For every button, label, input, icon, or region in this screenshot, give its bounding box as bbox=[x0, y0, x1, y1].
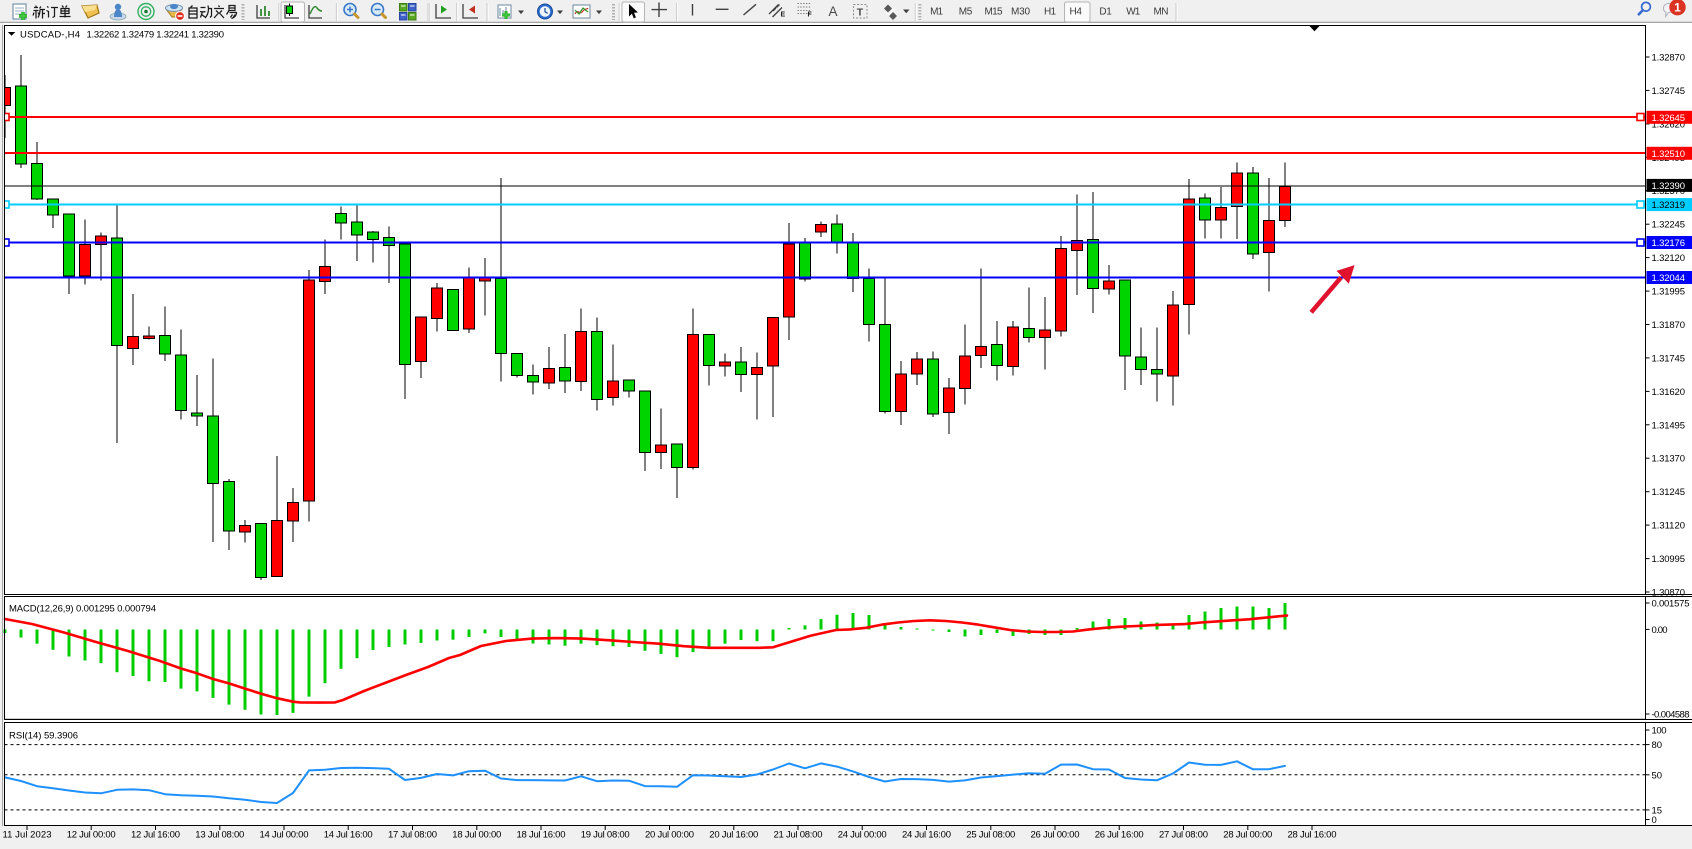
svg-text:1.32245: 1.32245 bbox=[1652, 220, 1686, 231]
svg-text:1.32620: 1.32620 bbox=[1652, 119, 1686, 130]
svg-text:M30: M30 bbox=[1011, 7, 1030, 18]
svg-text:H4: H4 bbox=[1069, 7, 1082, 18]
svg-text:26 Jul 16:00: 26 Jul 16:00 bbox=[1095, 830, 1144, 841]
svg-text:1.31120: 1.31120 bbox=[1652, 521, 1686, 532]
svg-text:14 Jul 00:00: 14 Jul 00:00 bbox=[260, 830, 309, 841]
svg-text:28 Jul 00:00: 28 Jul 00:00 bbox=[1223, 830, 1272, 841]
svg-text:1.30870: 1.30870 bbox=[1652, 588, 1686, 599]
svg-text:1.30995: 1.30995 bbox=[1652, 554, 1686, 565]
svg-text:1.31745: 1.31745 bbox=[1652, 353, 1686, 364]
svg-text:D1: D1 bbox=[1099, 7, 1112, 18]
svg-text:24 Jul 16:00: 24 Jul 16:00 bbox=[902, 830, 951, 841]
svg-text:1.31995: 1.31995 bbox=[1652, 287, 1686, 298]
svg-text:1.31870: 1.31870 bbox=[1652, 320, 1686, 331]
svg-text:1.32510: 1.32510 bbox=[1652, 149, 1686, 160]
svg-text:1.32262 1.32479 1.32241 1.3239: 1.32262 1.32479 1.32241 1.32390 bbox=[87, 30, 225, 41]
svg-text:18 Jul 16:00: 18 Jul 16:00 bbox=[517, 830, 566, 841]
svg-text:M5: M5 bbox=[959, 7, 973, 18]
svg-text:100: 100 bbox=[1652, 726, 1667, 737]
svg-text:1.32390: 1.32390 bbox=[1652, 181, 1686, 192]
svg-text:1.31495: 1.31495 bbox=[1652, 420, 1686, 431]
svg-text:1.31620: 1.31620 bbox=[1652, 387, 1686, 398]
svg-text:1.32645: 1.32645 bbox=[1652, 113, 1686, 124]
svg-text:0: 0 bbox=[1652, 815, 1657, 826]
svg-text:20 Jul 00:00: 20 Jul 00:00 bbox=[645, 830, 694, 841]
svg-text:18 Jul 00:00: 18 Jul 00:00 bbox=[452, 830, 501, 841]
svg-text:25 Jul 08:00: 25 Jul 08:00 bbox=[966, 830, 1015, 841]
svg-text:M15: M15 bbox=[985, 7, 1003, 18]
svg-text:1.32044: 1.32044 bbox=[1652, 273, 1686, 284]
svg-text:0.00: 0.00 bbox=[1652, 625, 1668, 636]
svg-text:1.32319: 1.32319 bbox=[1652, 200, 1686, 211]
svg-text:12 Jul 00:00: 12 Jul 00:00 bbox=[67, 830, 116, 841]
svg-text:MN: MN bbox=[1154, 7, 1169, 18]
svg-text:F: F bbox=[808, 12, 813, 19]
svg-text:24 Jul 00:00: 24 Jul 00:00 bbox=[838, 830, 887, 841]
svg-text:T: T bbox=[857, 7, 864, 19]
svg-text:1.31245: 1.31245 bbox=[1652, 487, 1686, 498]
svg-text:-0.004588: -0.004588 bbox=[1652, 710, 1690, 721]
svg-text:0.001575: 0.001575 bbox=[1652, 599, 1690, 610]
svg-text:14 Jul 16:00: 14 Jul 16:00 bbox=[324, 830, 373, 841]
svg-text:RSI(14) 59.3906: RSI(14) 59.3906 bbox=[9, 731, 78, 742]
svg-text:12 Jul 16:00: 12 Jul 16:00 bbox=[131, 830, 180, 841]
svg-text:50: 50 bbox=[1652, 770, 1663, 781]
svg-text:28 Jul 16:00: 28 Jul 16:00 bbox=[1288, 830, 1337, 841]
svg-text:17 Jul 08:00: 17 Jul 08:00 bbox=[388, 830, 437, 841]
svg-text:27 Jul 08:00: 27 Jul 08:00 bbox=[1159, 830, 1208, 841]
svg-text:A: A bbox=[829, 4, 838, 19]
svg-text:W1: W1 bbox=[1126, 7, 1140, 18]
svg-text:21 Jul 08:00: 21 Jul 08:00 bbox=[774, 830, 823, 841]
svg-text:1.32176: 1.32176 bbox=[1652, 238, 1686, 249]
svg-text:M1: M1 bbox=[930, 7, 943, 18]
svg-text:26 Jul 00:00: 26 Jul 00:00 bbox=[1031, 830, 1080, 841]
svg-text:USDCAD-,H4: USDCAD-,H4 bbox=[20, 30, 80, 41]
svg-text:1.32870: 1.32870 bbox=[1652, 53, 1686, 64]
svg-text:80: 80 bbox=[1652, 740, 1663, 751]
svg-text:MACD(12,26,9) 0.001295 0.00079: MACD(12,26,9) 0.001295 0.000794 bbox=[9, 604, 156, 615]
svg-text:1.32120: 1.32120 bbox=[1652, 253, 1686, 264]
svg-text:E: E bbox=[781, 12, 786, 19]
svg-text:1.32745: 1.32745 bbox=[1652, 86, 1686, 97]
svg-text:1.31370: 1.31370 bbox=[1652, 454, 1686, 465]
svg-text:20 Jul 16:00: 20 Jul 16:00 bbox=[709, 830, 758, 841]
svg-text:19 Jul 08:00: 19 Jul 08:00 bbox=[581, 830, 630, 841]
svg-text:H1: H1 bbox=[1044, 7, 1056, 18]
svg-text:11 Jul 2023: 11 Jul 2023 bbox=[3, 830, 52, 841]
svg-text:15: 15 bbox=[1652, 805, 1663, 816]
svg-text:13 Jul 08:00: 13 Jul 08:00 bbox=[195, 830, 244, 841]
svg-text:1: 1 bbox=[1674, 0, 1681, 14]
